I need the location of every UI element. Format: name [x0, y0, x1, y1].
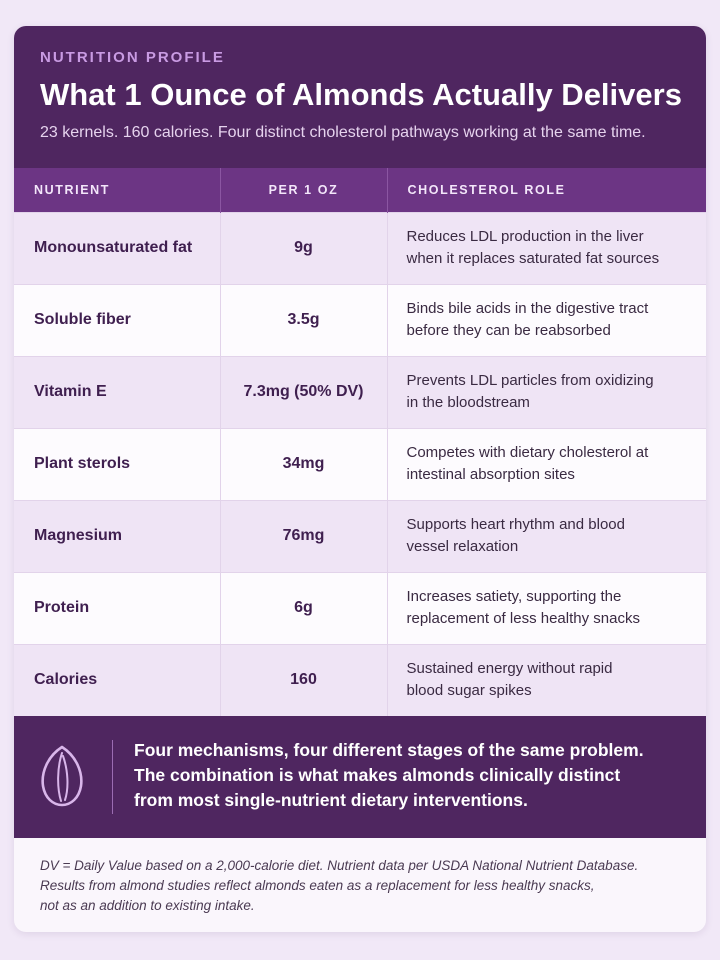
callout-text: Four mechanisms, four different stages o… — [134, 738, 692, 813]
nutrient-name: Soluble fiber — [14, 283, 220, 356]
cholesterol-role: Increases satiety, supporting the replac… — [386, 571, 706, 644]
role-line: Increases satiety, supporting the — [406, 588, 622, 605]
column-header-nutrient: NUTRIENT — [14, 168, 220, 212]
nutrient-amount: 9g — [219, 211, 387, 284]
role-line: blood sugar spikes — [406, 682, 532, 700]
footnote-line: DV = Daily Value based on a 2,000-calori… — [40, 858, 639, 873]
table-header-row: NUTRIENT PER 1 OZ CHOLESTEROL ROLE — [14, 168, 706, 212]
table-row: Plant sterols 34mg Competes with dietary… — [14, 427, 706, 500]
role-line: Reduces LDL production in the liver — [406, 228, 644, 245]
footnote: DV = Daily Value based on a 2,000-calori… — [14, 838, 706, 916]
table-row: Calories 160 Sustained energy without ra… — [14, 643, 706, 716]
cholesterol-role: Sustained energy without rapid blood sug… — [386, 643, 706, 716]
nutrient-amount: 6g — [219, 571, 387, 644]
footnote-line: Results from almond studies reflect almo… — [40, 878, 595, 893]
cholesterol-role: Supports heart rhythm and blood vessel r… — [386, 499, 706, 572]
column-header-role: CHOLESTEROL ROLE — [386, 168, 706, 212]
role-line: Binds bile acids in the digestive tract — [406, 300, 649, 317]
cholesterol-role: Prevents LDL particles from oxidizing in… — [386, 355, 706, 428]
header: NUTRITION PROFILE What 1 Ounce of Almond… — [14, 26, 706, 168]
column-header-amount: PER 1 OZ — [219, 168, 387, 212]
callout-banner: Four mechanisms, four different stages o… — [14, 716, 706, 838]
callout-line: The combination is what makes almonds cl… — [134, 765, 621, 785]
almond-icon — [41, 745, 83, 807]
page-title: What 1 Ounce of Almonds Actually Deliver… — [40, 77, 682, 112]
cholesterol-role: Reduces LDL production in the liver when… — [386, 211, 706, 284]
table-row: Monounsaturated fat 9g Reduces LDL produ… — [14, 211, 706, 284]
role-line: replacement of less healthy snacks — [406, 610, 640, 627]
callout-divider — [112, 740, 113, 814]
cholesterol-role: Binds bile acids in the digestive tract … — [386, 283, 706, 356]
nutrient-amount: 76mg — [219, 499, 387, 572]
role-line: Prevents LDL particles from oxidizing — [406, 372, 654, 389]
nutrition-card: NUTRITION PROFILE What 1 Ounce of Almond… — [14, 26, 706, 932]
footnote-line: not as an addition to existing intake. — [40, 898, 255, 913]
table-row: Vitamin E 7.3mg (50% DV) Prevents LDL pa… — [14, 355, 706, 428]
nutrient-name: Plant sterols — [14, 427, 220, 500]
role-line: before they can be reabsorbed — [406, 322, 611, 339]
table-row: Protein 6g Increases satiety, supporting… — [14, 571, 706, 644]
nutrient-amount: 3.5g — [219, 283, 387, 356]
nutrient-name: Monounsaturated fat — [14, 211, 220, 284]
nutrition-table: NUTRIENT PER 1 OZ CHOLESTEROL ROLE Monou… — [14, 168, 706, 716]
role-line: intestinal absorption sites — [406, 466, 575, 483]
nutrient-name: Magnesium — [14, 499, 220, 572]
role-line: Competes with dietary cholesterol at — [406, 444, 649, 461]
role-line: when it replaces saturated fat sources — [406, 250, 660, 267]
table-row: Soluble fiber 3.5g Binds bile acids in t… — [14, 283, 706, 356]
nutrient-name: Calories — [14, 643, 220, 716]
page-subtitle: 23 kernels. 160 calories. Four distinct … — [40, 124, 646, 141]
callout-line: from most single-nutrient dietary interv… — [134, 790, 528, 810]
callout-line: Four mechanisms, four different stages o… — [134, 740, 644, 760]
role-line: Sustained energy without rapid — [406, 660, 613, 678]
nutrient-name: Protein — [14, 571, 220, 644]
role-line: in the bloodstream — [406, 394, 530, 411]
nutrient-amount: 7.3mg (50% DV) — [219, 355, 387, 428]
cholesterol-role: Competes with dietary cholesterol at int… — [386, 427, 706, 500]
nutrient-name: Vitamin E — [14, 355, 220, 428]
nutrient-amount: 160 — [219, 643, 387, 716]
nutrient-amount: 34mg — [219, 427, 387, 500]
eyebrow-label: NUTRITION PROFILE — [40, 49, 225, 66]
table-row: Magnesium 76mg Supports heart rhythm and… — [14, 499, 706, 572]
role-line: vessel relaxation — [406, 538, 519, 555]
role-line: Supports heart rhythm and blood — [406, 516, 625, 533]
